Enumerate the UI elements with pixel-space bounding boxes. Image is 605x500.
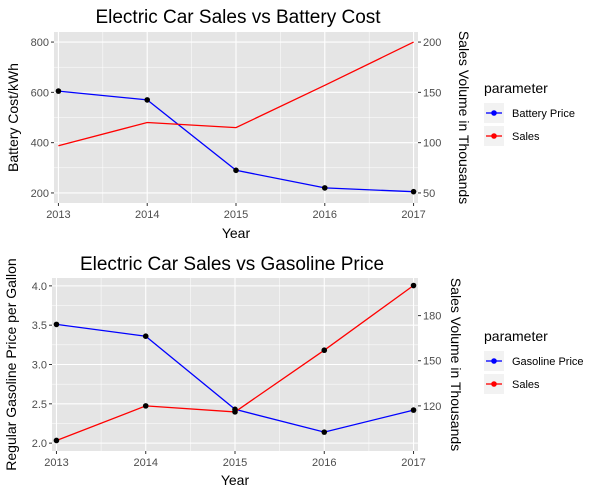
chart-title: Electric Car Sales vs Battery Cost [95,7,381,28]
legend-title: parameter [484,328,548,344]
data-point [410,407,417,413]
legend-label: Sales [512,379,540,391]
data-point [144,97,151,103]
y-tick-label: 400 [31,138,49,150]
x-tick-label: 2016 [313,209,337,221]
y-tick-label: 2.5 [32,399,47,411]
data-point [142,403,149,409]
x-tick-label: 2015 [224,209,248,221]
y-tick-label: 3.5 [32,320,47,332]
data-point [321,429,328,435]
y-tick-label: 2.0 [32,438,47,450]
data-point [232,409,238,415]
legend-title: parameter [484,80,548,96]
y2-axis-title: Sales Volume in Thousands [448,278,464,451]
x-tick-label: 2013 [46,209,70,221]
legend-label: Sales [512,131,540,143]
legend: parameter Battery Price Sales [484,80,575,146]
x-tick-label: 2013 [44,457,68,469]
y2-tick-label: 150 [423,356,441,368]
x-tick-label: 2017 [401,457,425,469]
x-tick-label: 2014 [133,457,157,469]
data-point [410,282,417,289]
legend-key-point [491,133,497,139]
x-axis-title: Year [221,472,250,488]
y2-tick-label: 180 [423,311,441,323]
x-tick-label: 2017 [401,209,425,221]
y-tick-label: 800 [31,37,49,49]
y-tick-label: 600 [31,87,49,99]
y-axis-title: Regular Gasoline Price per Gallon [3,258,19,470]
y2-tick-label: 150 [423,87,441,99]
chart-title: Electric Car Sales vs Gasoline Price [80,254,384,275]
legend-key-point [491,110,497,116]
legend-label: Gasoline Price [512,356,584,368]
data-point [410,188,417,195]
legend-key-point [491,381,497,387]
y2-tick-label: 100 [423,138,441,150]
data-point [53,437,60,444]
y-tick-label: 200 [31,188,49,200]
y2-tick-label: 120 [423,401,441,413]
chart-panel-1: 200 400 600 800 50 100 150 200 2013 2014 2015 2016 2… [5,7,575,241]
x-tick-label: 2016 [312,457,336,469]
data-point [321,347,328,354]
legend-key-point [491,358,497,364]
y-tick-label: 4.0 [32,281,47,293]
y2-tick-label: 200 [423,37,441,49]
y2-tick-label: 50 [423,188,435,200]
x-axis-title: Year [222,225,251,241]
data-point [233,167,239,174]
legend: parameter Gasoline Price Sales [484,328,584,394]
chart-panel-2: 2.0 2.5 3.0 3.5 4.0 120 150 180 2013 2014 2015 2016… [3,254,584,488]
legend-label: Battery Price [512,108,575,120]
y-tick-label: 3.0 [32,360,47,372]
x-tick-label: 2014 [135,209,159,221]
y-axis-title: Battery Cost/kWh [5,63,21,172]
data-point [142,333,149,339]
y2-axis-title: Sales Volume in Thousands [456,31,472,204]
data-point [321,185,328,191]
series-line-sales [58,41,414,147]
data-point [53,321,60,328]
x-tick-label: 2015 [223,457,247,469]
data-point [55,88,62,94]
